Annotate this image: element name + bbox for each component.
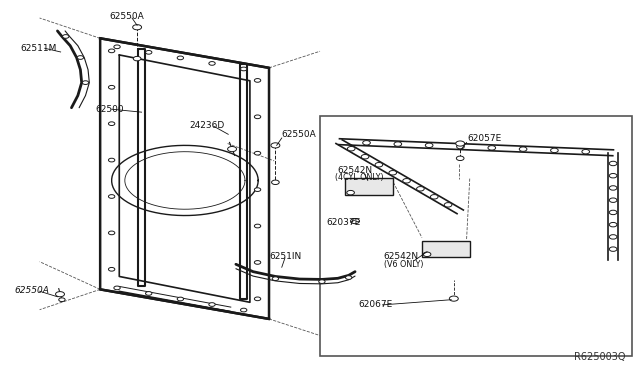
Text: 62550A: 62550A	[282, 130, 317, 139]
Circle shape	[59, 298, 65, 302]
Circle shape	[254, 188, 260, 192]
Circle shape	[449, 296, 458, 301]
Text: 62542N: 62542N	[384, 252, 419, 262]
Circle shape	[609, 161, 617, 166]
Text: 62542N: 62542N	[337, 166, 372, 175]
Circle shape	[423, 252, 431, 257]
Circle shape	[83, 81, 89, 84]
Circle shape	[254, 151, 260, 155]
Circle shape	[417, 187, 424, 191]
Circle shape	[108, 49, 115, 53]
Circle shape	[228, 147, 237, 152]
Circle shape	[145, 51, 152, 54]
Circle shape	[271, 143, 280, 148]
Circle shape	[56, 292, 65, 297]
Circle shape	[254, 115, 260, 119]
Circle shape	[456, 141, 465, 146]
Circle shape	[444, 203, 452, 207]
Text: (4CYL ONLY): (4CYL ONLY)	[335, 173, 384, 182]
Circle shape	[319, 280, 325, 283]
FancyBboxPatch shape	[320, 116, 632, 356]
Circle shape	[254, 297, 260, 301]
Circle shape	[108, 231, 115, 235]
Circle shape	[609, 186, 617, 190]
Circle shape	[389, 170, 397, 175]
Circle shape	[426, 143, 433, 148]
Circle shape	[609, 198, 617, 202]
Circle shape	[346, 276, 352, 279]
Text: 62067E: 62067E	[358, 300, 392, 310]
Text: 62550A: 62550A	[14, 286, 49, 295]
Circle shape	[609, 173, 617, 178]
Circle shape	[145, 292, 152, 295]
Circle shape	[488, 146, 495, 150]
Circle shape	[177, 297, 184, 301]
Circle shape	[609, 235, 617, 239]
Text: R625003Q: R625003Q	[574, 352, 626, 362]
Circle shape	[609, 222, 617, 227]
Circle shape	[375, 163, 383, 167]
Circle shape	[403, 179, 410, 183]
Circle shape	[254, 224, 260, 228]
Bar	[422, 241, 470, 257]
Circle shape	[519, 147, 527, 151]
Circle shape	[114, 45, 120, 49]
Circle shape	[609, 247, 617, 251]
Circle shape	[114, 286, 120, 290]
Circle shape	[361, 154, 369, 159]
Text: 62511M: 62511M	[20, 44, 57, 53]
Bar	[346, 177, 394, 195]
Text: 6251IN: 6251IN	[269, 252, 301, 262]
Circle shape	[254, 260, 260, 264]
Circle shape	[241, 308, 247, 312]
Circle shape	[77, 56, 84, 60]
Circle shape	[363, 141, 371, 145]
Circle shape	[348, 147, 355, 151]
Text: 24236D: 24236D	[189, 121, 225, 129]
Circle shape	[132, 25, 141, 30]
Circle shape	[209, 303, 215, 307]
Circle shape	[347, 190, 355, 195]
Circle shape	[431, 195, 438, 199]
Circle shape	[209, 62, 215, 65]
Circle shape	[582, 150, 589, 154]
Circle shape	[133, 57, 141, 61]
Circle shape	[394, 142, 402, 146]
Circle shape	[108, 267, 115, 271]
Circle shape	[177, 56, 184, 60]
Text: (V6 ONLY): (V6 ONLY)	[384, 260, 423, 269]
Circle shape	[108, 122, 115, 125]
Circle shape	[609, 210, 617, 215]
Text: 62037E: 62037E	[326, 218, 360, 227]
Circle shape	[550, 148, 558, 153]
Text: 62550A: 62550A	[109, 12, 145, 21]
Circle shape	[108, 86, 115, 89]
Circle shape	[272, 277, 278, 280]
Circle shape	[108, 195, 115, 198]
Circle shape	[254, 78, 260, 82]
Circle shape	[63, 35, 69, 38]
Circle shape	[271, 180, 279, 185]
Circle shape	[108, 158, 115, 162]
Text: 62057E: 62057E	[468, 134, 502, 143]
Circle shape	[456, 144, 464, 149]
Circle shape	[241, 67, 247, 71]
Text: 62500: 62500	[96, 105, 124, 114]
Circle shape	[456, 156, 464, 161]
Circle shape	[351, 218, 360, 224]
